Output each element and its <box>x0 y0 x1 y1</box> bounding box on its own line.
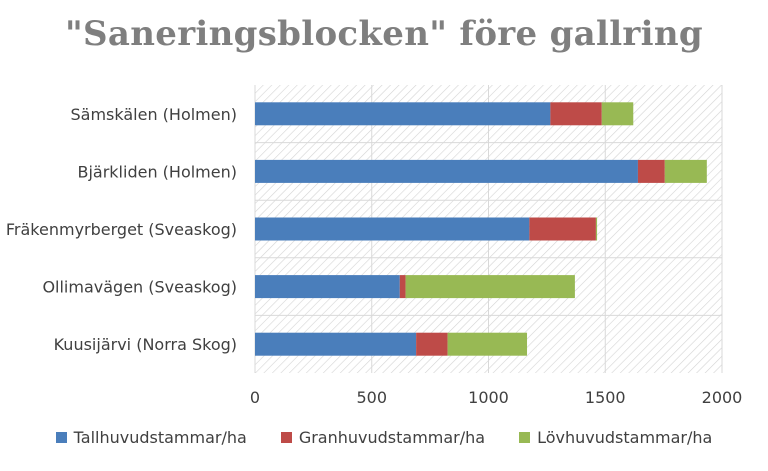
bar-segment <box>529 217 596 241</box>
bar-segment <box>637 159 665 183</box>
legend-item: Granhuvudstammar/ha <box>280 428 486 447</box>
bar-segment <box>416 332 448 356</box>
bar-segment <box>255 102 551 126</box>
bar-segment <box>601 102 634 126</box>
category-label: Sämskälen (Holmen) <box>70 105 237 124</box>
x-tick-label: 0 <box>250 388 260 407</box>
legend-swatch <box>55 432 67 443</box>
x-tick-label: 1500 <box>585 388 626 407</box>
legend-label: Granhuvudstammar/ha <box>298 428 486 447</box>
bar-segment <box>255 332 417 356</box>
legend-swatch <box>280 432 292 443</box>
bar-segment <box>255 217 530 241</box>
category-label: Ollimavägen (Sveaskog) <box>42 278 237 297</box>
bar-segment <box>399 275 406 299</box>
bar-segment <box>550 102 602 126</box>
x-tick-label: 1000 <box>468 388 509 407</box>
bar-segment <box>664 159 707 183</box>
bar-segment <box>595 217 598 241</box>
legend: Tallhuvudstammar/ha Granhuvudstammar/ha Lö… <box>0 428 768 447</box>
x-tick-label: 2000 <box>702 388 743 407</box>
category-label: Kuusijärvi (Norra Skog) <box>54 335 237 354</box>
bar-segment <box>255 159 638 183</box>
bar-segment <box>255 275 400 299</box>
bar-segment <box>405 275 575 299</box>
legend-label: Lövhuvudstammar/ha <box>537 428 713 447</box>
legend-item: Lövhuvudstammar/ha <box>519 428 712 447</box>
category-label: Bjärkliden (Holmen) <box>77 162 237 181</box>
legend-label: Tallhuvudstammar/ha <box>73 428 247 447</box>
legend-swatch <box>519 432 531 443</box>
x-tick-label: 500 <box>356 388 387 407</box>
chart-title: "Saneringsblocken" före gallring <box>65 14 703 54</box>
legend-item: Tallhuvudstammar/ha <box>55 428 247 447</box>
bar-segment <box>447 332 528 356</box>
category-label: Fräkenmyrberget (Sveaskog) <box>6 220 237 239</box>
